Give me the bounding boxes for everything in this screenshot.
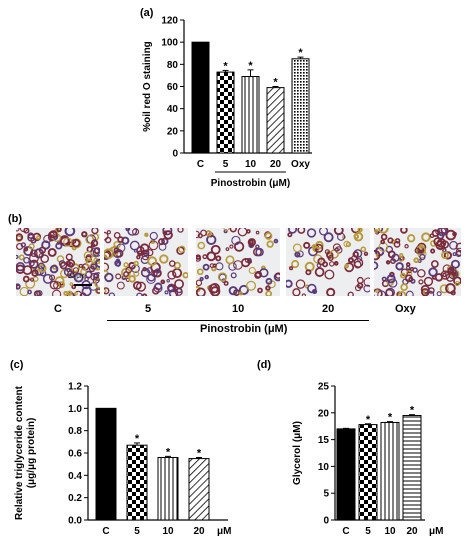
y-tick-label: 20 [318,408,330,419]
bar-5 [126,444,148,521]
y-tick-label: 40 [167,104,179,115]
micrograph-label-5: 5 [145,303,152,315]
bar-10 [157,456,179,521]
y-tick-label: 0.2 [68,493,82,504]
x-unit-label: μM [217,526,231,537]
micrograph-5 [104,228,188,296]
y-tick-label: 0 [323,516,329,527]
panel-label-b: (b) [8,213,22,225]
significance-star: * [298,47,303,59]
bar-Oxy [291,58,310,154]
significance-star: * [166,446,171,458]
micrograph-row: 20 μm [16,228,461,296]
significance-star: * [388,412,393,424]
bar-C [191,41,210,154]
x-tick-label: C [197,159,204,170]
micrograph-oxy [374,228,461,296]
x-tick-label: 10 [162,526,174,537]
y-tick-label: 20 [167,126,179,137]
bar-20 [402,414,422,521]
x-tick-label: 10 [384,526,396,537]
micrograph-label-oxy: Oxy [395,303,416,315]
y-axis-label: Relative triglyceride content(μg/μg prot… [14,385,37,520]
y-tick-label: 10 [318,462,330,473]
panel-label-d: (d) [257,359,271,371]
bar-C [336,428,356,521]
significance-star: * [273,77,278,89]
bar-20 [188,458,210,521]
chart-a-plot: 0 20 40 60 80 100 120 C * 5 * 10 * 20 * Oxy %oil red O s… [142,16,312,189]
significance-star: * [197,447,202,459]
bar-20 [266,87,285,154]
micrograph-group-label: Pinostrobin (μM) [200,323,288,335]
micrograph-group-line [107,320,369,321]
y-tick-label: 100 [161,38,178,49]
y-tick-label: 5 [323,489,329,500]
x-tick-label: 5 [223,159,229,170]
y-tick-label: 60 [167,82,179,93]
significance-star: * [410,405,415,417]
y-tick-label: 120 [161,16,178,27]
x-tick-label: 5 [134,526,140,537]
y-tick-label: 0.0 [68,516,82,527]
significance-star: * [366,414,371,426]
y-tick-label: 1.0 [68,404,82,415]
chart-c-plot: 0.0 0.2 0.4 0.6 0.8 1.0 1.2 C * 5 * 10 * 20 Relative t… [14,382,231,538]
x-tick-label: 5 [365,526,371,537]
bar-5 [216,71,235,154]
bar-10 [241,76,260,154]
y-tick-label: 15 [318,435,330,446]
x-unit-label: μM [429,526,443,537]
y-tick-label: 80 [167,60,179,71]
bar-10 [380,421,400,521]
scale-bar-label: 20 μm [68,274,85,280]
y-tick-label: 0 [172,149,178,160]
x-axis-label: Pinostrobin (μM) [211,178,290,189]
micrograph-label-10: 10 [232,303,245,315]
significance-star: * [223,60,228,72]
scale-bar [74,284,92,286]
x-tick-label: C [342,526,349,537]
micrograph-label-20: 20 [322,303,335,315]
micrograph-label-c: C [54,303,62,315]
y-tick-label: 0.8 [68,426,82,437]
significance-star: * [248,60,253,72]
micrograph-10 [196,228,280,296]
panel-label-a: (a) [140,7,154,19]
y-axis-label: %oil red O staining [142,41,153,132]
chart-d-plot: 0 5 10 15 20 25 C * 5 * 10 * 20 Glycerol (μM) μM [292,382,443,538]
y-tick-label: 1.2 [68,382,82,393]
x-tick-label: 20 [406,526,418,537]
y-axis-label: Glycerol (μM) [292,421,303,485]
y-tick-label: 0.6 [68,449,82,460]
x-tick-label: 20 [193,526,205,537]
bar-5 [358,424,378,521]
x-tick-label: C [102,526,109,537]
x-tick-label: 20 [270,159,282,170]
bar-C [95,407,117,521]
micrograph-20 [286,228,370,296]
y-tick-label: 0.4 [68,471,82,482]
significance-star: * [135,433,140,445]
x-tick-label: Oxy [291,159,310,170]
x-tick-label: 10 [245,159,257,170]
micrograph-c: 20 μm [16,228,100,296]
panel-label-c: (c) [10,359,24,371]
y-tick-label: 25 [318,382,330,393]
